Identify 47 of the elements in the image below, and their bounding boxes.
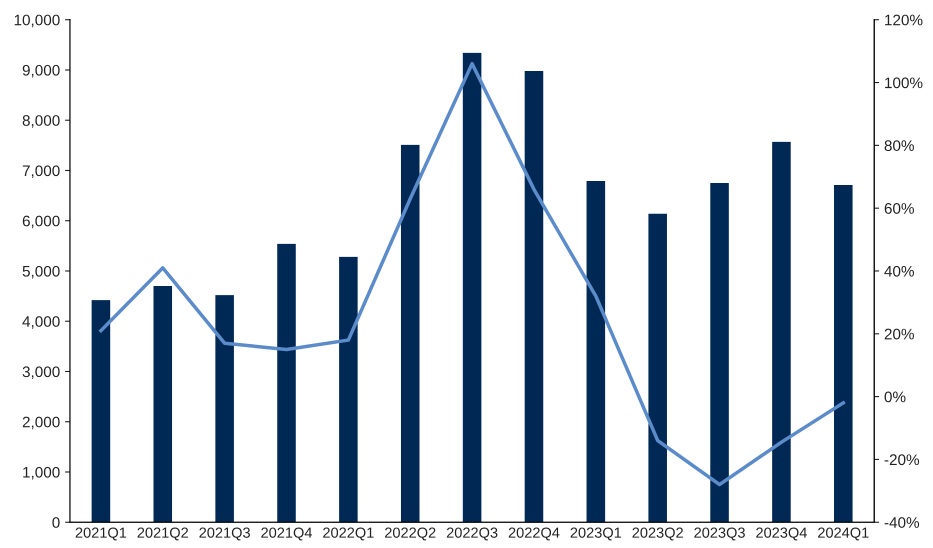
y2-tick-label: 80% [884,140,914,152]
y2-tick-label: 20% [884,328,914,340]
x-tick-label: 2021Q4 [261,527,312,540]
x-tick-label: 2023Q3 [694,527,745,540]
y2-tick-label: 60% [884,203,914,214]
x-tick-label: 2023Q1 [570,527,622,540]
y-tick-label: 3,000 [22,366,60,379]
x-tick-label: 2022Q1 [323,527,374,540]
bar [586,181,606,522]
y-tick-label: 2,000 [22,416,60,430]
line-series [99,62,846,486]
x-tick-label: 2021Q1 [76,527,126,540]
y2-tick-label: 0% [884,391,906,402]
x-tick-label: 2022Q2 [385,527,436,540]
x-tick-label: 2023Q2 [632,527,683,540]
bar [215,295,234,522]
y-tick-label: 9,000 [22,64,60,78]
x-tick-label: 2024Q1 [818,527,869,540]
y2-tick-label: 40% [884,266,914,277]
y-tick-label: 6,000 [22,216,60,228]
y2-tick-label: -40% [884,517,920,528]
y-tick-label: 8,000 [22,115,60,128]
x-tick-label: 2023Q4 [756,527,807,540]
y-tick-label: 7,000 [22,165,60,178]
y-tick-label: 5,000 [22,266,60,278]
x-tick-label: 2021Q2 [138,527,188,540]
y-tick-label: 4,000 [22,316,60,329]
bar [277,244,296,522]
bar [462,52,482,522]
bar [92,300,110,522]
y2-tick-label: 120% [885,14,922,26]
bar [834,185,853,522]
x-tick-label: 2022Q4 [508,527,560,540]
bar [648,214,667,522]
y-tick-label: 0 [52,517,60,528]
x-tick-label: 2022Q3 [446,527,498,540]
bar [339,256,358,522]
y-tick-label: 10,000 [14,14,60,28]
x-tick-label: 2021Q3 [199,527,250,540]
bar [710,183,729,522]
bar [153,286,172,522]
y2-tick-label: -20% [884,454,920,466]
bar [524,70,544,522]
bar [772,142,791,522]
bar [400,144,420,522]
y2-tick-label: 100% [885,77,922,88]
y-tick-label: 1,000 [23,466,60,480]
